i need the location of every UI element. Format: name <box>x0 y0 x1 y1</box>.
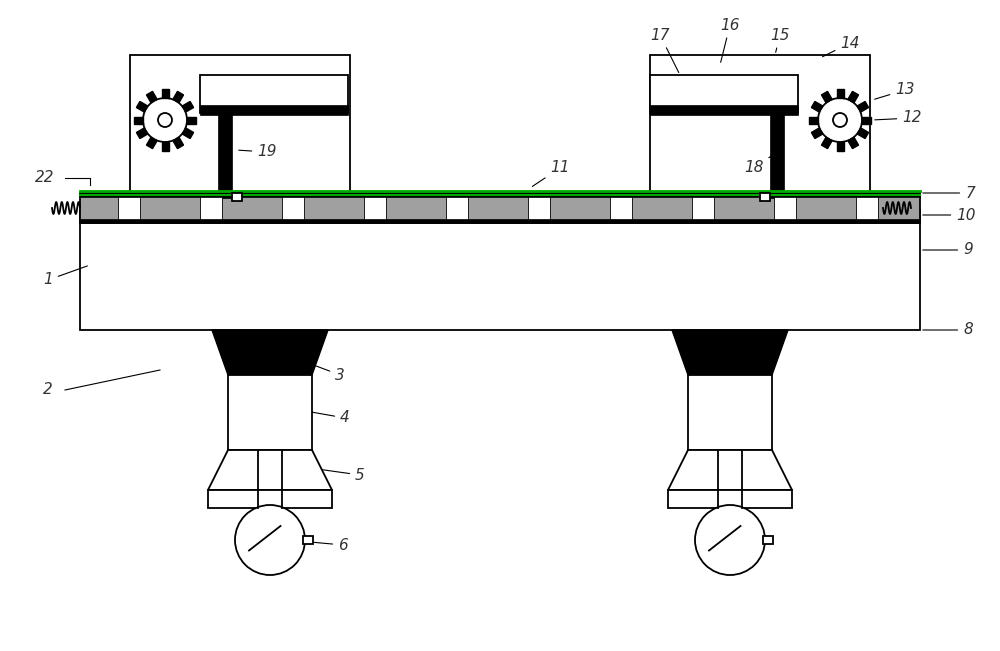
Bar <box>692 195 714 221</box>
Polygon shape <box>162 142 168 151</box>
Polygon shape <box>848 137 859 148</box>
Polygon shape <box>136 102 148 112</box>
Polygon shape <box>182 128 194 139</box>
Text: 3: 3 <box>298 359 345 383</box>
Bar <box>528 195 550 221</box>
Text: 11: 11 <box>532 161 570 186</box>
Text: 16: 16 <box>720 18 740 62</box>
Polygon shape <box>672 330 788 375</box>
Text: 4: 4 <box>303 411 350 426</box>
Text: 14: 14 <box>822 36 860 57</box>
Circle shape <box>695 505 765 575</box>
Polygon shape <box>146 137 157 148</box>
Bar <box>688 375 772 450</box>
Text: 9: 9 <box>923 243 973 258</box>
Polygon shape <box>811 102 823 112</box>
Bar <box>80 210 920 330</box>
Text: 1: 1 <box>43 266 87 288</box>
Bar <box>650 55 870 210</box>
Polygon shape <box>173 91 184 103</box>
Polygon shape <box>836 142 844 151</box>
Text: 19: 19 <box>239 145 277 159</box>
Bar <box>80 193 920 197</box>
Polygon shape <box>162 89 168 98</box>
Bar <box>80 193 920 223</box>
Text: 22: 22 <box>35 171 55 186</box>
Polygon shape <box>136 128 148 139</box>
Polygon shape <box>821 91 832 103</box>
Text: 7: 7 <box>923 186 975 201</box>
Bar <box>650 75 798 113</box>
Circle shape <box>818 98 862 142</box>
Bar <box>282 195 304 221</box>
Bar <box>856 195 878 221</box>
Bar <box>228 375 312 450</box>
Text: 13: 13 <box>875 83 915 99</box>
Bar <box>232 193 242 201</box>
Polygon shape <box>836 89 844 98</box>
Bar <box>763 536 773 544</box>
Bar <box>208 490 332 508</box>
Bar <box>130 55 350 210</box>
Polygon shape <box>173 137 184 148</box>
Text: 8: 8 <box>923 322 973 337</box>
Text: 6: 6 <box>291 538 348 553</box>
Circle shape <box>158 113 172 127</box>
Polygon shape <box>668 450 792 490</box>
Bar <box>200 75 348 113</box>
Bar <box>446 195 468 221</box>
Polygon shape <box>821 137 832 148</box>
Polygon shape <box>862 117 871 124</box>
Text: 5: 5 <box>313 467 365 482</box>
Bar <box>760 193 770 201</box>
Polygon shape <box>811 128 823 139</box>
Text: 12: 12 <box>875 111 922 126</box>
Bar <box>118 195 140 221</box>
Polygon shape <box>809 117 818 124</box>
Text: 18: 18 <box>744 152 778 176</box>
Polygon shape <box>208 450 332 490</box>
Text: 15: 15 <box>770 27 790 52</box>
Polygon shape <box>134 117 143 124</box>
Bar <box>650 105 798 115</box>
Text: 17: 17 <box>650 27 679 72</box>
Text: 10: 10 <box>923 208 976 223</box>
Polygon shape <box>187 117 196 124</box>
Bar <box>774 195 796 221</box>
Bar <box>303 536 313 544</box>
Bar <box>80 219 920 223</box>
Bar <box>610 195 632 221</box>
Bar <box>218 113 232 198</box>
Circle shape <box>833 113 847 127</box>
Circle shape <box>143 98 187 142</box>
Bar <box>668 490 792 508</box>
Polygon shape <box>182 102 194 112</box>
Text: 2: 2 <box>43 383 53 398</box>
Polygon shape <box>857 128 869 139</box>
Polygon shape <box>146 91 157 103</box>
Circle shape <box>235 505 305 575</box>
Bar <box>200 195 222 221</box>
Polygon shape <box>212 330 328 375</box>
Bar <box>770 113 784 198</box>
Polygon shape <box>848 91 859 103</box>
Bar <box>364 195 386 221</box>
Bar <box>200 105 348 115</box>
Polygon shape <box>857 102 869 112</box>
